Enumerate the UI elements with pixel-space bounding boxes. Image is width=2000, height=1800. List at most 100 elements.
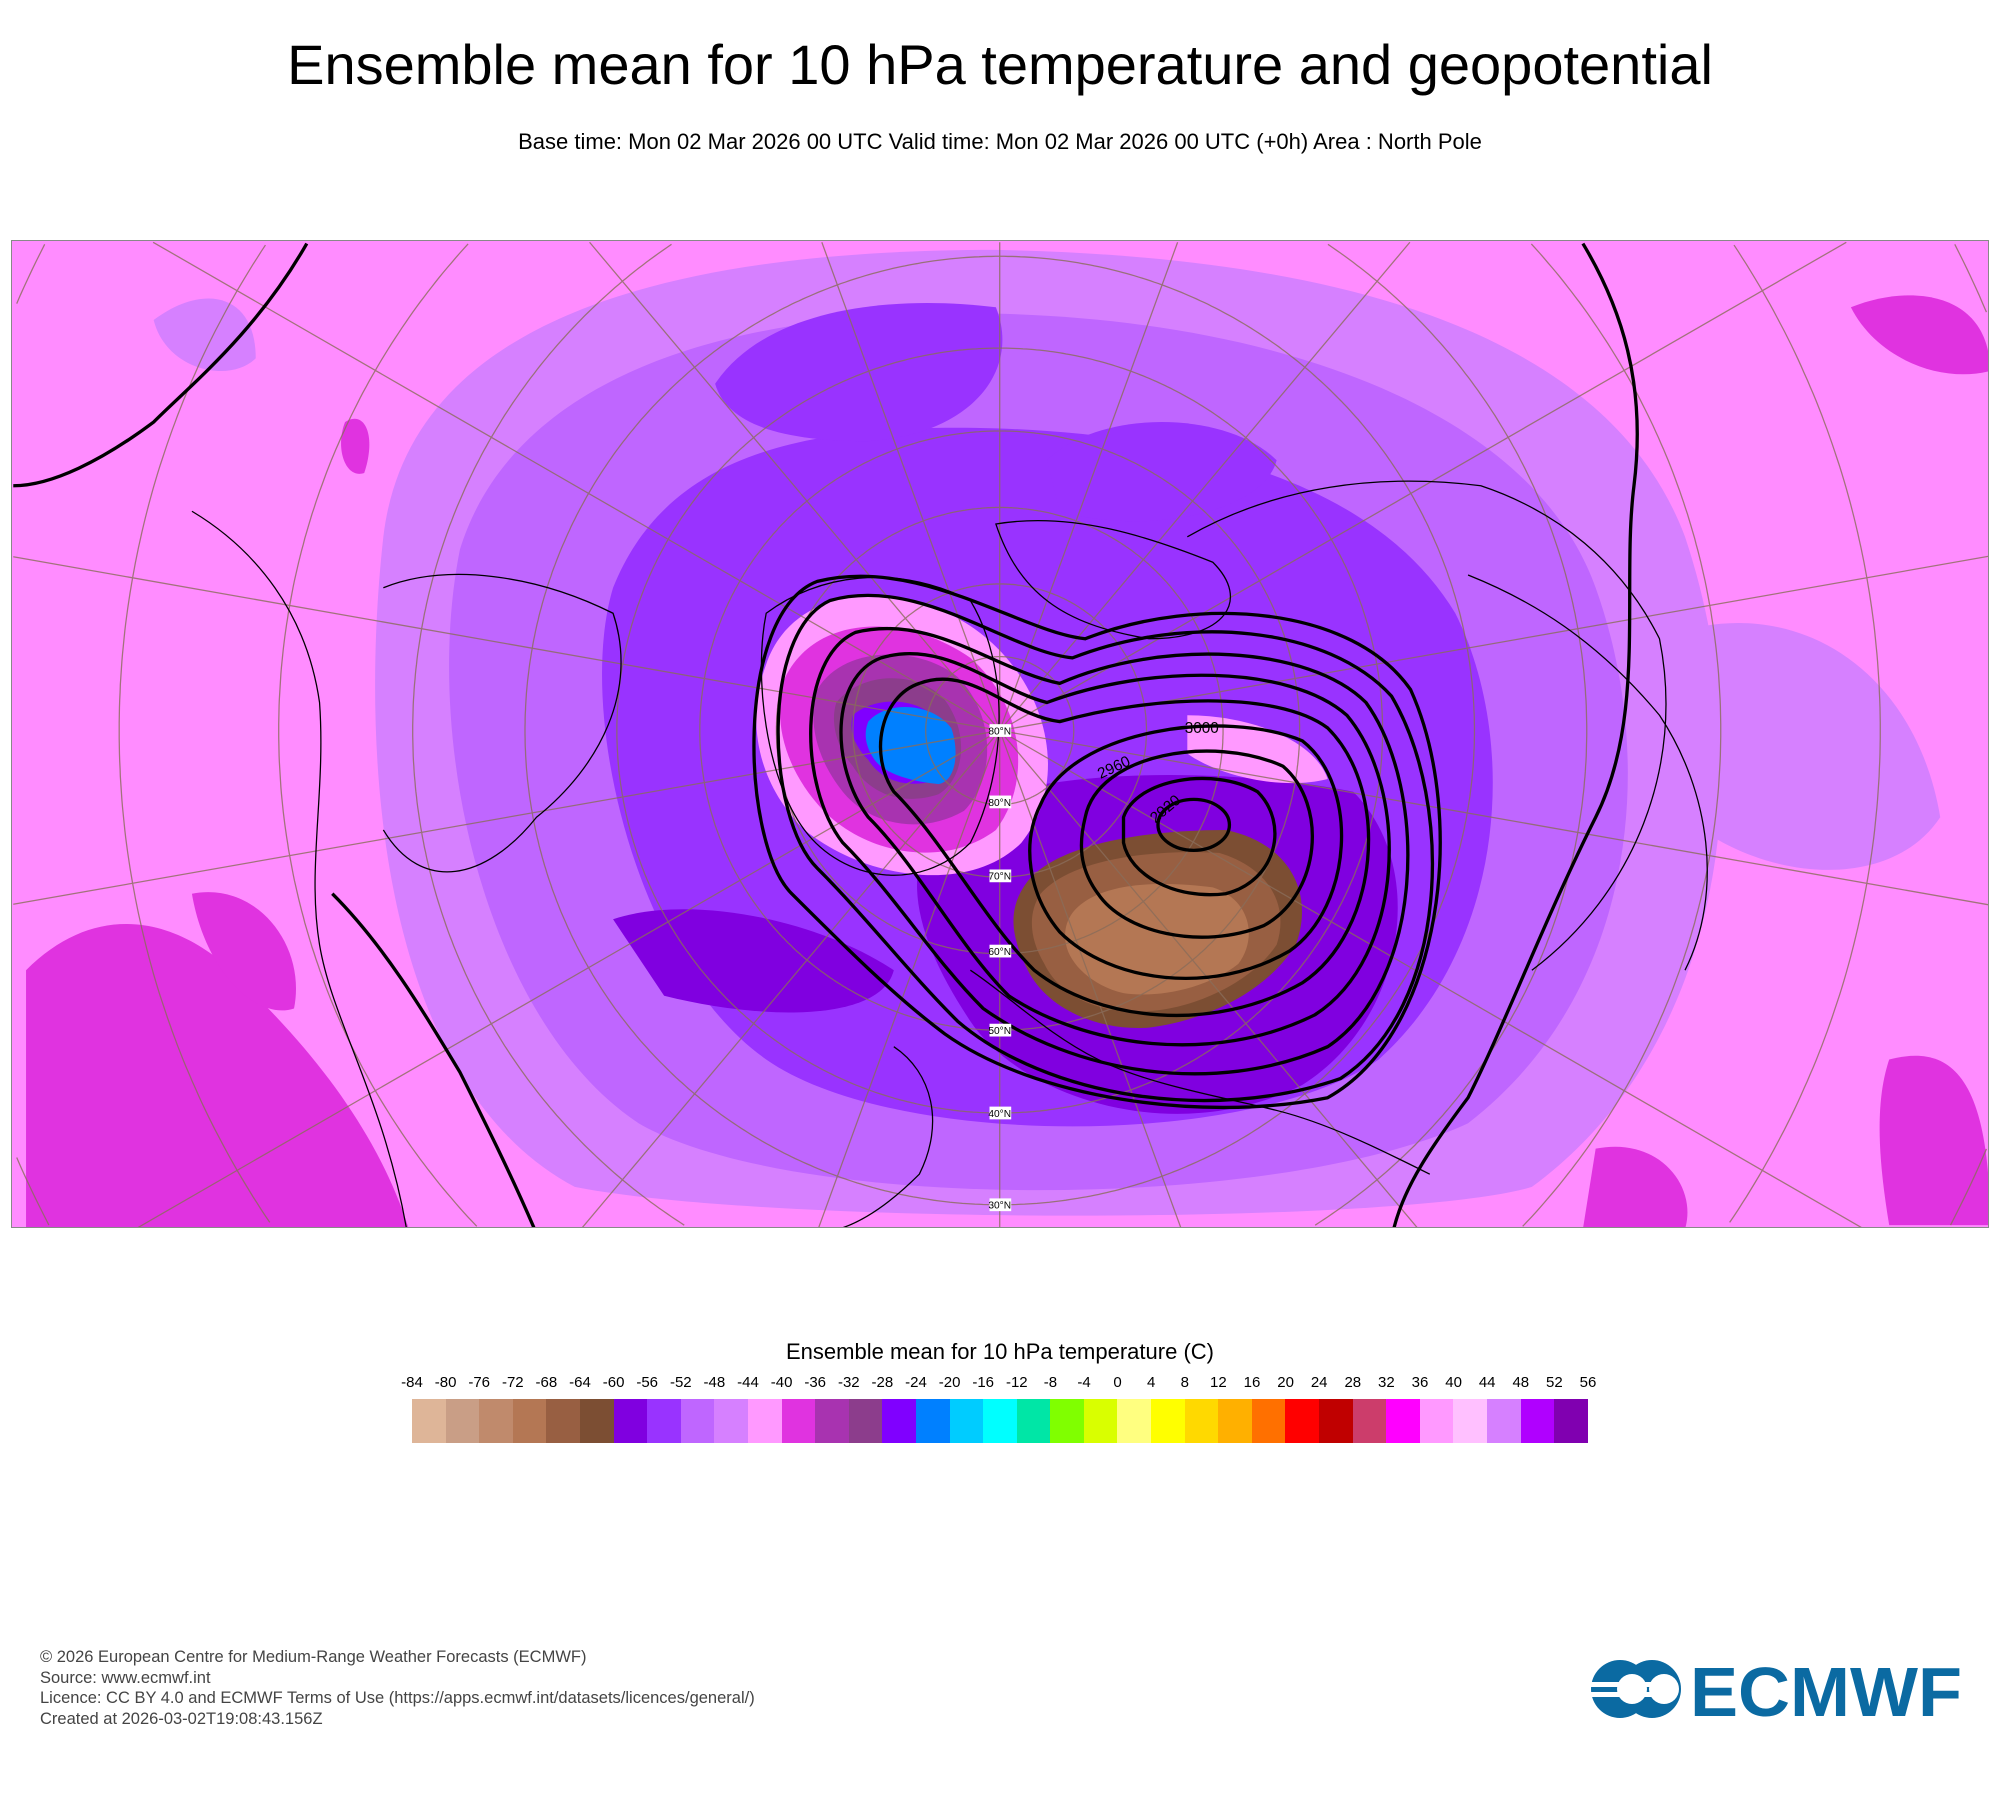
legend-swatch <box>1386 1399 1420 1443</box>
legend-swatch <box>1151 1399 1185 1443</box>
meridian-line <box>999 730 1182 1227</box>
legend-swatch <box>1319 1399 1353 1443</box>
legend-swatch <box>680 1399 715 1443</box>
legend-swatch <box>1285 1399 1320 1443</box>
legend-swatch <box>1083 1399 1118 1443</box>
legend-tick-label: 56 <box>1579 1374 1597 1391</box>
legend-tick-label: -8 <box>1043 1374 1058 1391</box>
legend-swatch <box>781 1399 816 1443</box>
legend-swatch <box>983 1399 1017 1443</box>
legend-tick-label: -84 <box>401 1374 423 1391</box>
legend-swatch <box>613 1399 648 1443</box>
legend-tick-label: -76 <box>468 1374 491 1391</box>
ecmwf-logo: ECMWF <box>1590 1653 1970 1731</box>
meridian-line <box>589 241 1001 731</box>
legend-swatch <box>1016 1399 1051 1443</box>
legend-tick-label: 16 <box>1243 1374 1261 1391</box>
legend-tick-label: 0 <box>1113 1374 1122 1391</box>
graticule <box>13 241 1988 1227</box>
legend-tick-label: 36 <box>1411 1374 1429 1391</box>
legend-tick-label: 20 <box>1277 1374 1294 1391</box>
chart-title: Ensemble mean for 10 hPa temperature and… <box>287 33 1713 96</box>
legend-tick-label: -64 <box>569 1374 591 1391</box>
meridian-line <box>13 729 1000 905</box>
latitude-label: 40°N <box>988 1109 1011 1120</box>
latitude-circle <box>524 255 1476 1206</box>
legend-swatch <box>815 1399 849 1443</box>
legend-tick-label: -56 <box>636 1374 659 1391</box>
contour-label: 3000 <box>1185 720 1219 737</box>
latitude-label: 70°N <box>988 872 1011 883</box>
legend-tick-label: 32 <box>1378 1374 1395 1391</box>
legend-swatch <box>1554 1399 1588 1443</box>
meridian-line <box>999 729 1988 906</box>
latitude-circle <box>925 655 1075 806</box>
legend-tick-label: -16 <box>972 1374 995 1391</box>
legend-swatch <box>1487 1399 1521 1443</box>
latitude-label: 80°N <box>988 798 1011 809</box>
legend-tick-label: 12 <box>1210 1374 1227 1391</box>
legend-tick-label: -28 <box>871 1374 894 1391</box>
legend-swatch <box>1419 1399 1454 1443</box>
legend-swatch <box>747 1399 782 1443</box>
cold-core-blue <box>865 706 956 785</box>
meridian-line <box>818 730 1001 1227</box>
legend-swatch <box>579 1399 614 1443</box>
latitude-circle <box>16 244 1988 1226</box>
latitude-circle <box>412 243 1588 1226</box>
meridian-line <box>581 730 1001 1227</box>
legend-tick-label: -48 <box>703 1374 726 1391</box>
latitude-circle <box>118 244 1881 1223</box>
latitude-label: 50°N <box>988 1026 1011 1037</box>
legend-swatch <box>949 1399 984 1443</box>
legend-tick-label: -44 <box>737 1374 759 1391</box>
legend-tick-label: 52 <box>1546 1374 1563 1391</box>
legend-tick-label: 44 <box>1478 1374 1496 1391</box>
legend-tick-label: -60 <box>602 1374 625 1391</box>
legend-swatch <box>445 1399 480 1443</box>
meridian-line <box>999 730 1418 1227</box>
legend-tick-label: -68 <box>535 1374 558 1391</box>
latitude-circle <box>775 506 1224 955</box>
legend-swatch <box>546 1399 580 1443</box>
latitude-labels: 80°N 80°N 70°N 60°N 50°N 40°N 30°N <box>988 724 1012 1212</box>
legend-title: Ensemble mean for 10 hPa temperature (C) <box>786 1339 1214 1364</box>
meridian-line <box>999 241 1847 732</box>
legend-tick-label: 28 <box>1344 1374 1362 1391</box>
latitude-label: 30°N <box>988 1201 1011 1212</box>
legend-tick-label: 48 <box>1512 1374 1530 1391</box>
meridian-line <box>999 242 1179 731</box>
meridian-line <box>13 556 1000 732</box>
legend-swatch <box>848 1399 883 1443</box>
legend-tick-label: -52 <box>669 1374 692 1391</box>
footer: © 2026 European Centre for Medium-Range … <box>40 1647 755 1729</box>
legend-tick-label: -36 <box>804 1374 827 1391</box>
north-pole-map: 3000 2960 2920 80°N 80°N 70°N 60°N 50°N … <box>11 240 1989 1228</box>
legend-tick-label: 40 <box>1445 1374 1462 1391</box>
legend-swatch <box>882 1399 916 1443</box>
latitude-circle <box>699 430 1301 1031</box>
legend-tick-label: 24 <box>1310 1374 1328 1391</box>
legend-swatch <box>1117 1399 1152 1443</box>
legend-swatch <box>915 1399 950 1443</box>
chart-subtitle: Base time: Mon 02 Mar 2026 00 UTC Valid … <box>518 129 1482 154</box>
ecmwf-logo-text: ECMWF <box>1690 1654 1962 1724</box>
legend-tick-label: -80 <box>434 1374 457 1391</box>
latitude-label: 60°N <box>988 947 1011 958</box>
meridian-line <box>999 729 1862 1227</box>
copyright-text: © 2026 European Centre for Medium-Range … <box>40 1648 587 1666</box>
latitude-circle <box>616 347 1384 1114</box>
legend-swatch <box>479 1399 513 1443</box>
legend-labels: -84 -80 -76 -72 -68 -64 -60 -56 -52 -48 -44 -40 -36-… <box>401 1374 1596 1394</box>
geopotential-contours <box>13 242 1639 1227</box>
legend-swatch <box>1453 1399 1487 1443</box>
coastlines <box>191 480 1708 1227</box>
legend-swatch <box>1218 1399 1252 1443</box>
legend-colorbar <box>412 1399 1588 1443</box>
legend-swatch <box>1050 1399 1084 1443</box>
legend-tick-label: -4 <box>1077 1374 1091 1391</box>
legend-swatch <box>1352 1399 1387 1443</box>
legend-swatch <box>512 1399 547 1443</box>
legend-swatch <box>714 1399 748 1443</box>
legend-swatch <box>1520 1399 1555 1443</box>
